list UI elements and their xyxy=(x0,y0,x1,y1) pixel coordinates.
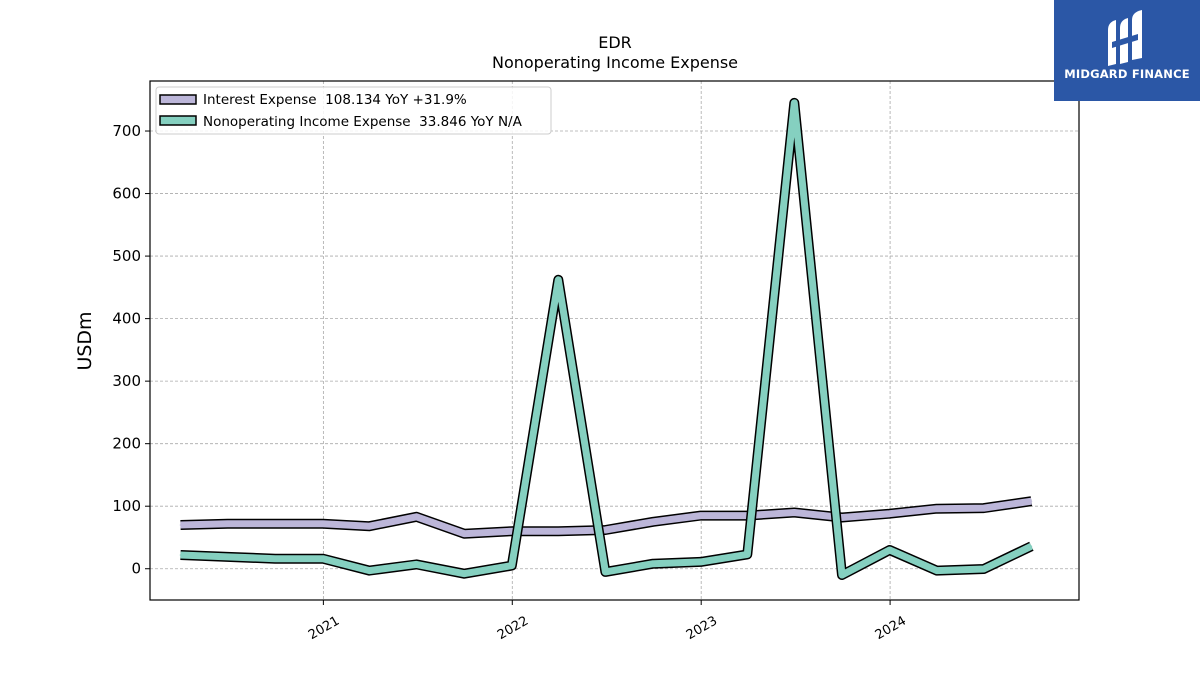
data-point-nonoperating-income-expense xyxy=(415,563,418,566)
legend-swatch-nonoperating-income-expense xyxy=(159,115,197,126)
data-point-interest-expense xyxy=(699,514,702,517)
data-point-nonoperating-income-expense xyxy=(368,569,371,572)
legend-box xyxy=(155,86,552,135)
data-point-interest-expense xyxy=(274,522,277,525)
data-point-interest-expense xyxy=(368,525,371,527)
data-point-interest-expense xyxy=(1030,500,1033,503)
y-tick-label: 700 xyxy=(112,122,141,140)
series-outline-nonoperating-income-expense xyxy=(180,97,1034,580)
data-point-nonoperating-income-expense xyxy=(274,557,277,560)
logo-mark-icon xyxy=(1108,10,1142,66)
legend-swatch-interest-expense xyxy=(159,94,197,105)
data-point-nonoperating-income-expense xyxy=(746,553,749,556)
logo-text: MIDGARD FINANCE xyxy=(1064,67,1190,81)
data-point-interest-expense xyxy=(888,512,891,515)
data-point-nonoperating-income-expense xyxy=(983,568,985,570)
data-point-interest-expense xyxy=(604,529,607,531)
x-tick-label: 2022 xyxy=(495,614,531,644)
x-tick-label: 2021 xyxy=(306,614,342,644)
data-point-nonoperating-income-expense xyxy=(699,561,702,563)
data-point-interest-expense xyxy=(841,516,843,519)
data-point-nonoperating-income-expense xyxy=(793,102,796,104)
y-tick-label: 300 xyxy=(112,372,141,390)
plot-frame xyxy=(149,80,1080,601)
brand-logo: MIDGARD FINANCE xyxy=(1054,0,1200,101)
legend-label-nonoperating-income-expense: Nonoperating Income Expense 33.846 YoY N… xyxy=(203,114,523,130)
data-point-nonoperating-income-expense xyxy=(226,556,229,558)
data-point-nonoperating-income-expense xyxy=(652,562,654,565)
y-tick-label: 0 xyxy=(131,560,141,578)
chart-title: EDR xyxy=(598,33,632,52)
data-point-interest-expense xyxy=(511,530,513,532)
y-tick-label: 500 xyxy=(112,247,141,265)
series-line-nonoperating-income-expense xyxy=(180,99,1033,579)
data-point-interest-expense xyxy=(322,522,324,525)
data-point-interest-expense xyxy=(793,511,796,514)
y-axis-label: USDm xyxy=(74,311,96,370)
data-point-nonoperating-income-expense xyxy=(511,564,513,567)
data-point-nonoperating-income-expense xyxy=(179,554,182,556)
x-tick-label: 2023 xyxy=(684,614,720,644)
y-tick-label: 400 xyxy=(112,310,141,328)
data-point-interest-expense xyxy=(463,532,466,535)
data-point-nonoperating-income-expense xyxy=(463,572,466,575)
data-point-nonoperating-income-expense xyxy=(841,574,843,576)
data-point-nonoperating-income-expense xyxy=(888,549,891,551)
data-point-nonoperating-income-expense xyxy=(604,571,607,573)
data-point-interest-expense xyxy=(652,521,654,523)
data-point-interest-expense xyxy=(557,530,560,532)
data-point-interest-expense xyxy=(179,524,182,526)
data-point-nonoperating-income-expense xyxy=(557,279,560,281)
data-point-nonoperating-income-expense xyxy=(935,569,938,572)
legend: Interest Expense 108.134 YoY +31.9% Nono… xyxy=(155,86,552,135)
data-point-interest-expense xyxy=(226,522,229,525)
y-tick-label: 600 xyxy=(112,185,141,203)
data-point-interest-expense xyxy=(415,516,418,518)
data-point-nonoperating-income-expense xyxy=(1030,545,1033,547)
data-point-nonoperating-income-expense xyxy=(322,557,324,560)
x-tick-label: 2024 xyxy=(873,614,909,644)
series-layer xyxy=(179,97,1034,580)
y-tick-label: 200 xyxy=(112,435,141,453)
data-point-interest-expense xyxy=(983,507,985,509)
legend-label-interest-expense: Interest Expense 108.134 YoY +31.9% xyxy=(203,92,467,108)
chart-subtitle: Nonoperating Income Expense xyxy=(492,53,738,72)
data-point-interest-expense xyxy=(935,507,938,510)
y-tick-label: 100 xyxy=(112,497,141,515)
